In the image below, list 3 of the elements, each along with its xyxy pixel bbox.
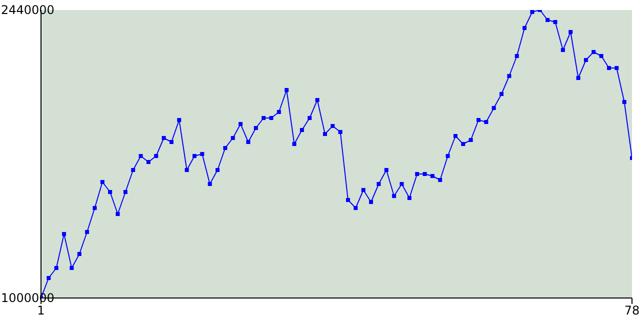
x-tick-label: 78 [624, 304, 640, 318]
y-tick-label: 2440000 [1, 3, 54, 17]
x-tick-label: 1 [37, 304, 45, 318]
